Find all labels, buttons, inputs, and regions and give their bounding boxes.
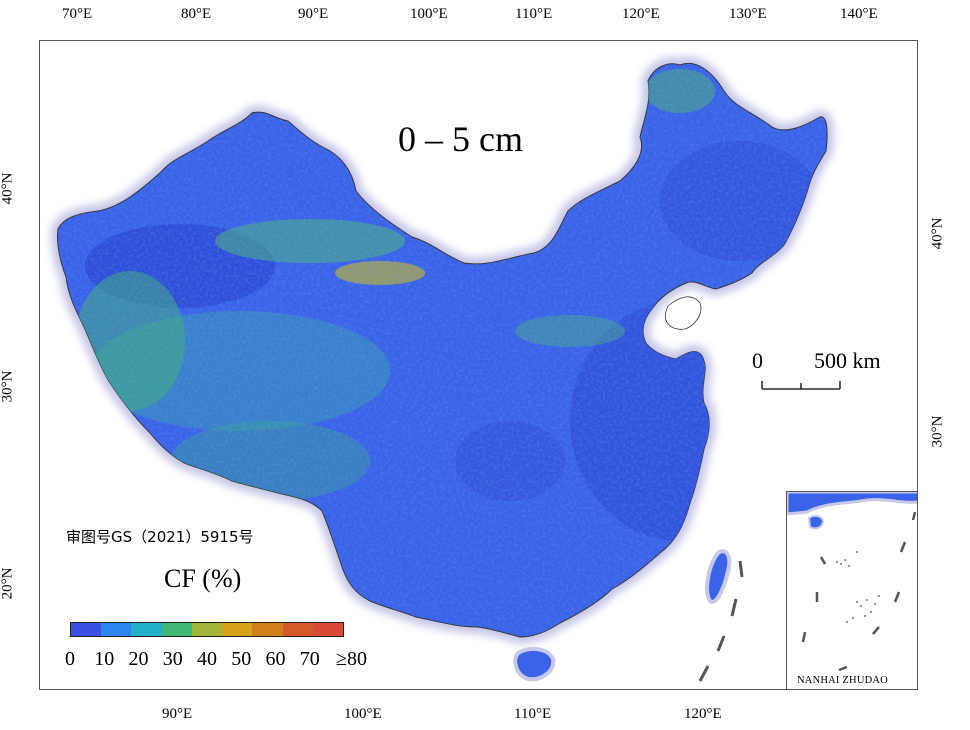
colorbar-tick-label: 20: [129, 648, 149, 671]
inset-hainan: [809, 516, 823, 528]
colorbar-segment: [222, 623, 252, 636]
colorbar-segment: [283, 623, 313, 636]
colorbar-segment: [71, 623, 101, 636]
lat-label-left-30: 30°N: [0, 371, 16, 403]
colorbar-segment: [162, 623, 192, 636]
scale-end-label: 500 km: [814, 348, 881, 373]
inset-dashes: [803, 512, 915, 670]
colorbar-tick-label: 10: [94, 648, 114, 671]
lon-label-bottom-120: 120°E: [684, 706, 722, 723]
lat-label-left-40: 40°N: [0, 173, 16, 205]
lat-label-right-40: 40°N: [929, 218, 946, 250]
bohai-sea: [665, 297, 701, 329]
inset-label: NANHAI ZHUDAO: [797, 675, 888, 686]
taiwan-island: [707, 551, 729, 602]
colorbar-tick-label: 40: [197, 648, 217, 671]
review-number: 审图号GS（2021）5915号: [66, 526, 254, 547]
colorbar-segment: [252, 623, 282, 636]
lon-label-120: 120°E: [622, 6, 660, 23]
lon-label-110: 110°E: [515, 6, 552, 23]
south-china-sea-inset: NANHAI ZHUDAO: [786, 491, 918, 690]
lat-label-left-20: 20°N: [0, 568, 16, 600]
colorbar-tick-label: 50: [231, 648, 251, 671]
colorbar-tick-label: ≥80: [336, 648, 367, 671]
inset-mainland: [787, 492, 918, 514]
inset-map: [787, 492, 918, 690]
colorbar-labels: 0 10 20 30 40 50 60 70 ≥80: [58, 648, 378, 670]
lon-label-100: 100°E: [410, 6, 448, 23]
depth-title: 0 – 5 cm: [398, 118, 523, 160]
colorbar-tick-label: 70: [300, 648, 320, 671]
scale-start-label: 0: [752, 348, 763, 373]
colorbar-segment: [131, 623, 161, 636]
colorbar-segment: [101, 623, 131, 636]
lon-label-130: 130°E: [729, 6, 767, 23]
scale-label: 0 500 km: [752, 348, 881, 374]
lon-label-bottom-100: 100°E: [344, 706, 382, 723]
lon-label-140: 140°E: [840, 6, 878, 23]
lat-label-right-30: 30°N: [929, 416, 946, 448]
colorbar-tick-label: 60: [266, 648, 286, 671]
lon-label-bottom-90: 90°E: [162, 706, 192, 723]
inset-islands: [836, 551, 880, 623]
scale-bar: [762, 381, 840, 389]
lon-label-80: 80°E: [181, 6, 211, 23]
lon-label-90: 90°E: [298, 6, 328, 23]
hainan-island: [515, 649, 553, 679]
colorbar-segment: [192, 623, 222, 636]
colorbar-segment: [313, 623, 343, 636]
colorbar: [70, 622, 344, 637]
lon-label-70: 70°E: [62, 6, 92, 23]
colorbar-tick-label: 0: [65, 648, 75, 671]
legend-title: CF (%): [164, 564, 241, 594]
lon-label-bottom-110: 110°E: [514, 706, 551, 723]
colorbar-tick-label: 30: [163, 648, 183, 671]
